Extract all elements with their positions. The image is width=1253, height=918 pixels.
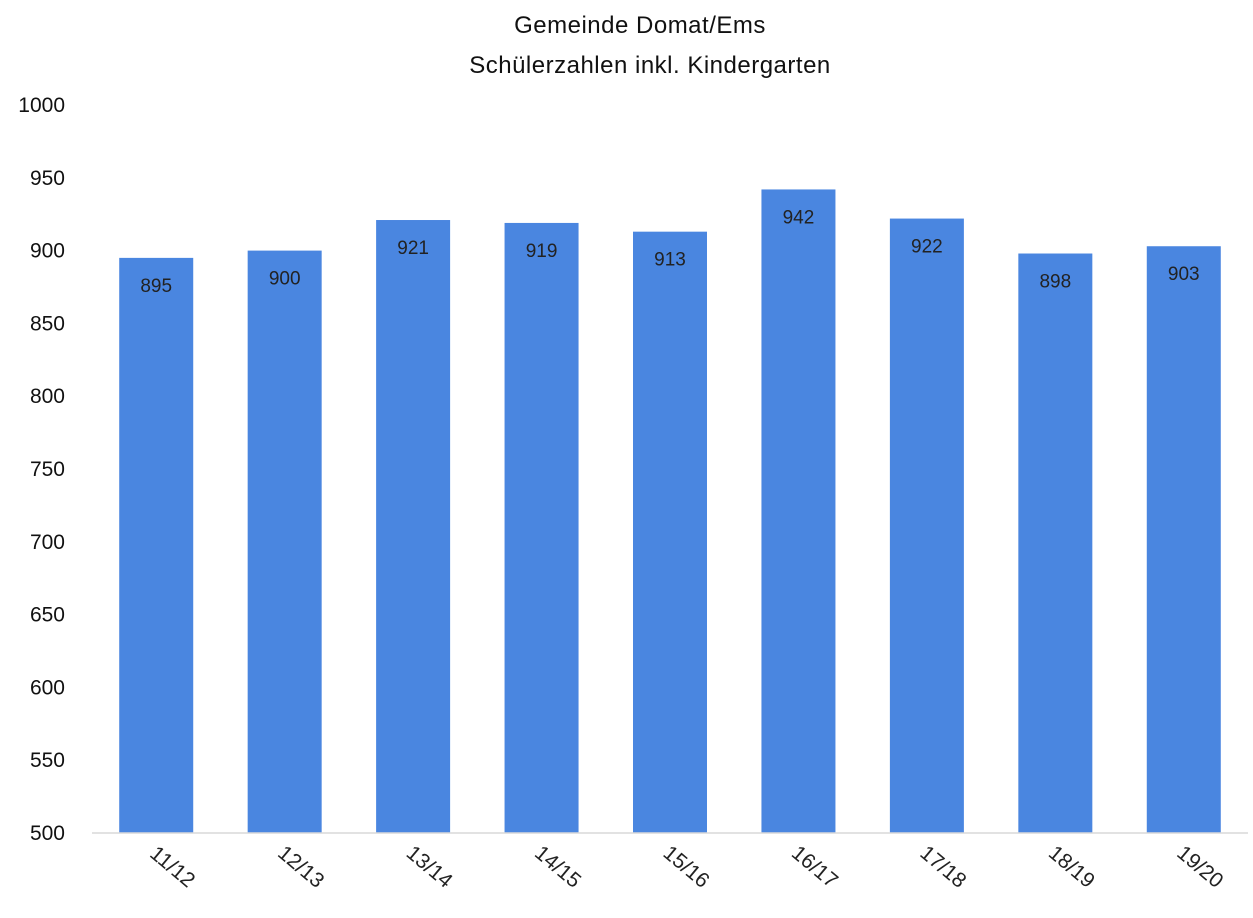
- data-label: 903: [1168, 264, 1200, 285]
- y-tick-label: 800: [30, 385, 65, 408]
- data-label: 898: [1039, 272, 1071, 293]
- y-tick-label: 850: [30, 312, 65, 335]
- y-tick-label: 500: [30, 822, 65, 845]
- y-tick-label: 600: [30, 676, 65, 699]
- bar-12-13: [247, 250, 322, 834]
- data-label: 913: [654, 250, 686, 271]
- bar-18-19: [1018, 253, 1093, 834]
- x-tick-label: 18/19: [1044, 841, 1099, 892]
- data-label: 919: [526, 241, 558, 262]
- x-tick-label: 15/16: [659, 841, 714, 892]
- data-label: 900: [269, 269, 301, 290]
- data-label: 942: [783, 207, 815, 228]
- x-tick-label: 14/15: [530, 841, 585, 892]
- data-label: 895: [140, 276, 172, 297]
- chart-subtitle: Schülerzahlen inkl. Kindergarten: [469, 52, 831, 79]
- y-tick-label: 900: [30, 240, 65, 263]
- y-tick-label: 1000: [18, 94, 65, 117]
- x-tick-label: 16/17: [787, 841, 842, 892]
- x-tick-label: 11/12: [145, 842, 199, 892]
- y-tick-label: 650: [30, 604, 65, 627]
- x-tick-label: 17/18: [916, 841, 971, 892]
- y-tick-label: 950: [30, 167, 65, 190]
- y-tick-label: 750: [30, 458, 65, 481]
- y-tick-label: 550: [30, 749, 65, 772]
- bar-11-12: [119, 257, 194, 833]
- x-axis: 11/12 12/13 13/14 14/15 15/16 16/17 17/18 18/19…: [145, 841, 1227, 893]
- data-label: 921: [397, 238, 429, 259]
- y-tick-label: 700: [30, 531, 65, 554]
- y-axis: 500 550 600 650 700 750 800 850 900 950 1000: [18, 94, 65, 845]
- x-tick-label: 19/20: [1172, 841, 1227, 892]
- bar-16-17: [761, 189, 836, 833]
- bar-19-20: [1146, 246, 1221, 833]
- bar-14-15: [504, 222, 579, 833]
- x-tick-label: 13/14: [402, 841, 457, 893]
- bar-15-16: [633, 231, 707, 833]
- bar-17-18: [889, 218, 964, 833]
- bars-group: 895 900 921 919 913 942 922 898 903: [119, 189, 1221, 834]
- chart-title: Gemeinde Domat/Ems: [514, 12, 766, 39]
- x-tick-label: 12/13: [273, 841, 328, 892]
- bar-13-14: [376, 220, 451, 834]
- data-label: 922: [911, 237, 943, 258]
